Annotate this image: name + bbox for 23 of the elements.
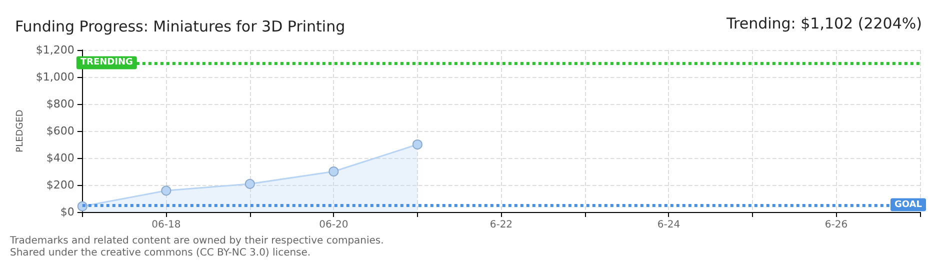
ref-line-label: TRENDING — [80, 58, 133, 68]
ref-line-label: GOAL — [894, 200, 922, 210]
y-tick-label: $0 — [60, 206, 74, 218]
x-tick-label: 06-20 — [319, 220, 348, 230]
y-tick-label: $600 — [46, 124, 74, 138]
text: Shared under the creative commons (CC BY-NC 3.0) license. — [10, 248, 311, 258]
point — [161, 186, 172, 196]
x-tick-label: 6-26 — [824, 220, 848, 230]
y-tick-label: $800 — [46, 98, 74, 110]
x-tick-label: 06-18 — [152, 220, 181, 230]
point — [328, 166, 339, 176]
chart-title: Funding Progress: Miniatures for 3D Printing — [15, 18, 346, 36]
point — [412, 140, 422, 150]
point — [244, 178, 255, 189]
y-tick-label: $1,000 — [36, 70, 74, 84]
y-tick-label: $200 — [46, 178, 74, 192]
x-tick-label: 6-22 — [490, 220, 513, 230]
y-tick-label: $1,200 — [36, 44, 74, 56]
text: Trending: $1,102 (2204%) — [726, 14, 922, 32]
y-axis-title: PLEDGED — [16, 110, 26, 152]
y-tick-label: $400 — [46, 152, 74, 164]
text: Trademarks and related content are owned by their respective companies. — [9, 236, 384, 246]
x-tick-label: 6-24 — [657, 220, 680, 230]
